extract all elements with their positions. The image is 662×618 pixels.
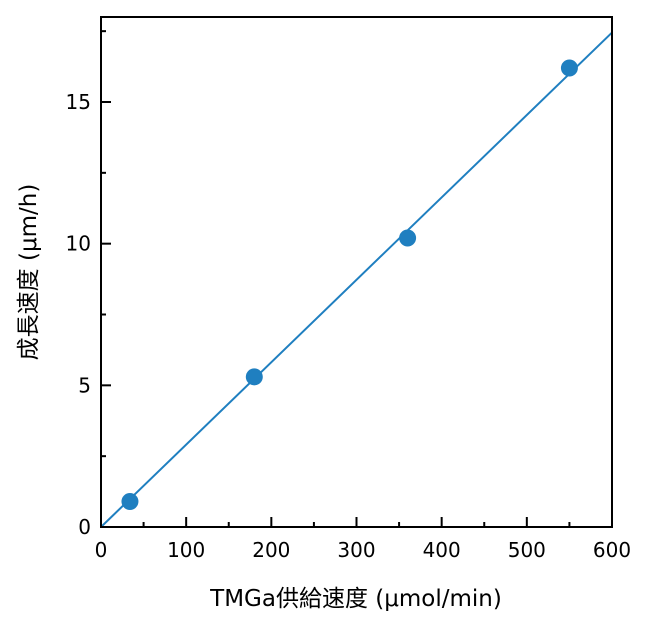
plot-content [100, 31, 613, 528]
x-tick-label: 0 [95, 538, 108, 562]
fit-line [100, 31, 613, 528]
y-tick-label: 10 [66, 232, 91, 256]
x-tick-label: 400 [423, 538, 461, 562]
plot-frame [100, 16, 613, 528]
x-axis-ticks: 0 100 200 300 400 500 600 [95, 517, 631, 562]
data-point [121, 493, 139, 510]
data-point [560, 59, 578, 77]
x-axis-title: TMGa供給速度 (μmol/min) [209, 586, 502, 612]
x-tick-label: 200 [252, 538, 290, 562]
y-axis-ticks: 0 5 10 15 [66, 30, 111, 539]
x-tick-label: 100 [167, 538, 205, 562]
y-axis-title: 成長速度 (μm/h) [16, 184, 42, 361]
data-point [399, 229, 417, 247]
y-tick-label: 15 [66, 90, 91, 114]
data-point [245, 368, 263, 386]
x-tick-label: 500 [508, 538, 546, 562]
x-tick-label: 600 [593, 538, 631, 562]
y-tick-label: 0 [78, 515, 91, 539]
y-tick-label: 5 [78, 373, 91, 397]
x-tick-label: 300 [337, 538, 375, 562]
